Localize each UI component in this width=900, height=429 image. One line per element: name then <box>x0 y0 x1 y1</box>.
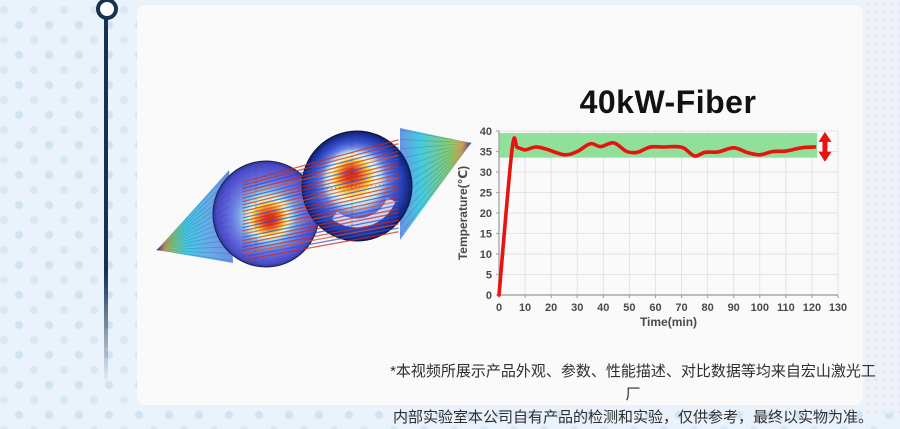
svg-text:20: 20 <box>480 208 492 220</box>
svg-text:50: 50 <box>623 302 635 314</box>
svg-text:35: 35 <box>480 147 492 159</box>
disclaimer-line-2: 内部实验室本公司自有产品的检测和实验，仅供参考，最终以实物为准。 <box>392 409 873 426</box>
svg-text:0: 0 <box>486 290 492 302</box>
svg-text:100: 100 <box>751 302 769 314</box>
right-dotted-strip <box>864 0 900 413</box>
svg-text:15: 15 <box>480 229 492 241</box>
temperature-chart-canvas: 0 10 20 30 40 50 60 70 80 90 100 110 120 130 0 5 10 15 20 2… <box>456 126 847 329</box>
svg-text:120: 120 <box>803 302 821 314</box>
svg-text:5: 5 <box>486 270 492 282</box>
svg-text:Temperature(℃): Temperature(℃) <box>456 166 470 260</box>
svg-text:25: 25 <box>480 188 492 200</box>
svg-text:40: 40 <box>480 126 492 138</box>
svg-text:10: 10 <box>480 249 492 261</box>
svg-text:60: 60 <box>649 302 661 314</box>
svg-text:70: 70 <box>675 302 687 314</box>
disclaimer-line-1: *本视频所展示产品外观、参数、性能描述、对比数据等均来自宏山激光工厂 <box>390 363 876 403</box>
svg-text:130: 130 <box>829 302 847 314</box>
fiber-cable-line <box>104 15 108 383</box>
svg-text:30: 30 <box>480 167 492 179</box>
svg-text:40: 40 <box>597 302 609 314</box>
lens-simulation-figure <box>156 128 472 268</box>
fiber-loop-icon <box>96 0 118 20</box>
svg-text:110: 110 <box>777 302 795 314</box>
chart-title: 40kW-Fiber <box>579 84 757 120</box>
svg-text:0: 0 <box>496 302 502 314</box>
svg-text:20: 20 <box>545 302 557 314</box>
svg-text:Time(min): Time(min) <box>640 315 697 329</box>
svg-text:10: 10 <box>519 302 531 314</box>
svg-text:80: 80 <box>701 302 713 314</box>
disclaimer-text: *本视频所展示产品外观、参数、性能描述、对比数据等均来自宏山激光工厂 内部实验室… <box>388 360 878 429</box>
svg-text:90: 90 <box>728 302 740 314</box>
svg-text:30: 30 <box>571 302 583 314</box>
temperature-chart: 0 10 20 30 40 50 60 70 80 90 100 110 120 130 0 5 10 15 20 2… <box>455 120 855 332</box>
